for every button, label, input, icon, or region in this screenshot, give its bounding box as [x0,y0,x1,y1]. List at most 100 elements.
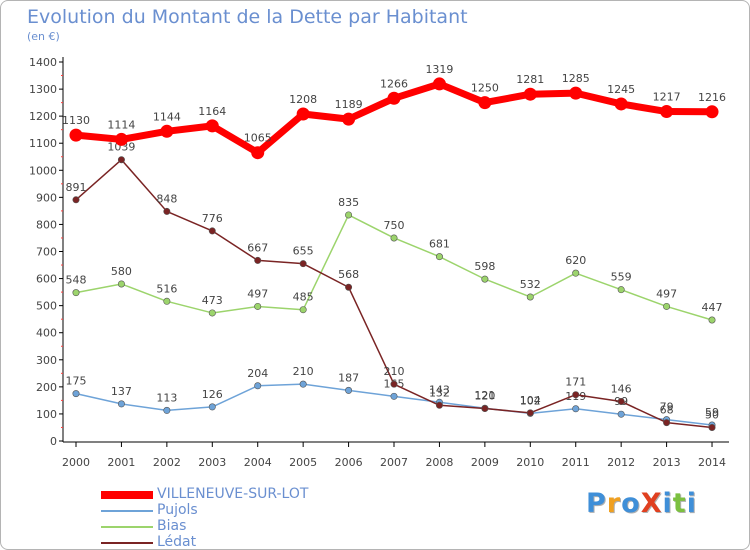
data-point [617,286,625,294]
data-label: 681 [429,238,450,251]
logo-letter: r [606,488,622,519]
x-tick-label: 2005 [289,456,317,469]
x-tick-label: 2004 [244,456,272,469]
data-label: 1130 [62,114,90,127]
y-tick-label: 1400 [29,56,57,69]
legend-label: VILLENEUVE-SUR-LOT [157,486,309,502]
data-point [569,86,583,100]
data-label: 59 [705,406,719,419]
logo-letter: o [621,488,641,519]
legend-label: Pujols [157,502,198,518]
data-label: 1065 [244,132,272,145]
y-tick-label: 900 [36,191,57,204]
data-label: 1319 [425,63,453,76]
data-point [660,105,674,119]
data-label: 68 [660,404,674,417]
data-label: 1266 [380,77,408,90]
x-tick-label: 2007 [380,456,408,469]
data-point [205,119,219,133]
data-label: 750 [384,219,405,232]
x-tick-label: 2009 [471,456,499,469]
data-label: 204 [247,367,268,380]
data-label: 137 [111,385,132,398]
data-label: 50 [705,408,719,421]
data-label: 146 [611,382,632,395]
data-point [254,382,262,390]
data-label: 102 [520,394,541,407]
data-label: 132 [429,386,450,399]
logo-letter: t [672,488,687,519]
data-point [72,390,80,398]
data-label: 175 [66,375,87,388]
data-label: 1164 [198,105,226,118]
data-label: 104 [520,394,541,407]
data-point [345,211,353,219]
x-tick-label: 2012 [607,456,635,469]
data-point [163,297,171,305]
x-tick-label: 2006 [335,456,363,469]
legend-swatch [101,542,153,544]
data-point [435,401,443,409]
data-point [478,96,492,110]
data-point [481,405,489,413]
data-label: 891 [66,181,87,194]
data-label: 548 [66,274,87,287]
data-point [481,275,489,283]
data-point [708,316,716,324]
data-label: 598 [474,260,495,273]
data-label: 1216 [698,91,726,104]
data-point [390,234,398,242]
data-label: 1114 [107,118,135,131]
data-label: 1285 [562,72,590,85]
legend-label: Bias [157,518,187,534]
data-point [617,410,625,418]
legend-swatch [101,510,153,512]
data-label: 559 [611,271,632,284]
y-tick-label: 800 [36,218,57,231]
y-tick-label: 1300 [29,83,57,96]
data-point [390,380,398,388]
x-tick-label: 2002 [153,456,181,469]
data-point [526,409,534,417]
data-point [523,87,537,101]
y-tick-label: 300 [36,354,57,367]
data-point [663,302,671,310]
data-point [617,397,625,405]
data-point [163,207,171,215]
data-point [572,405,580,413]
data-point [432,77,446,91]
data-label: 532 [520,278,541,291]
data-label: 171 [565,376,586,389]
data-label: 1208 [289,93,317,106]
data-point [663,419,671,427]
y-tick-label: 200 [36,381,57,394]
data-point [572,269,580,277]
x-tick-label: 2011 [562,456,590,469]
y-tick-label: 0 [50,435,57,448]
y-tick-label: 100 [36,408,57,421]
data-point [69,128,83,142]
y-tick-label: 500 [36,300,57,313]
data-label: 776 [202,212,223,225]
chart-title: Evolution du Montant de la Dette par Hab… [27,6,468,28]
logo-letter: i [686,488,697,519]
x-tick-label: 2008 [425,456,453,469]
data-point [254,302,262,310]
data-point [72,196,80,204]
y-tick-label: 1000 [29,164,57,177]
data-point [387,91,401,105]
data-point [117,400,125,408]
chart-subtitle: (en €) [27,30,60,43]
data-point [72,289,80,297]
y-tick-label: 400 [36,327,57,340]
data-point [345,386,353,394]
data-label: 121 [474,389,495,402]
y-tick-label: 1200 [29,110,57,123]
data-label: 447 [702,301,723,314]
data-point [160,124,174,138]
logo-letter: i [662,488,673,519]
data-point [251,146,265,160]
data-label: 120 [474,390,495,403]
data-label: 210 [293,365,314,378]
